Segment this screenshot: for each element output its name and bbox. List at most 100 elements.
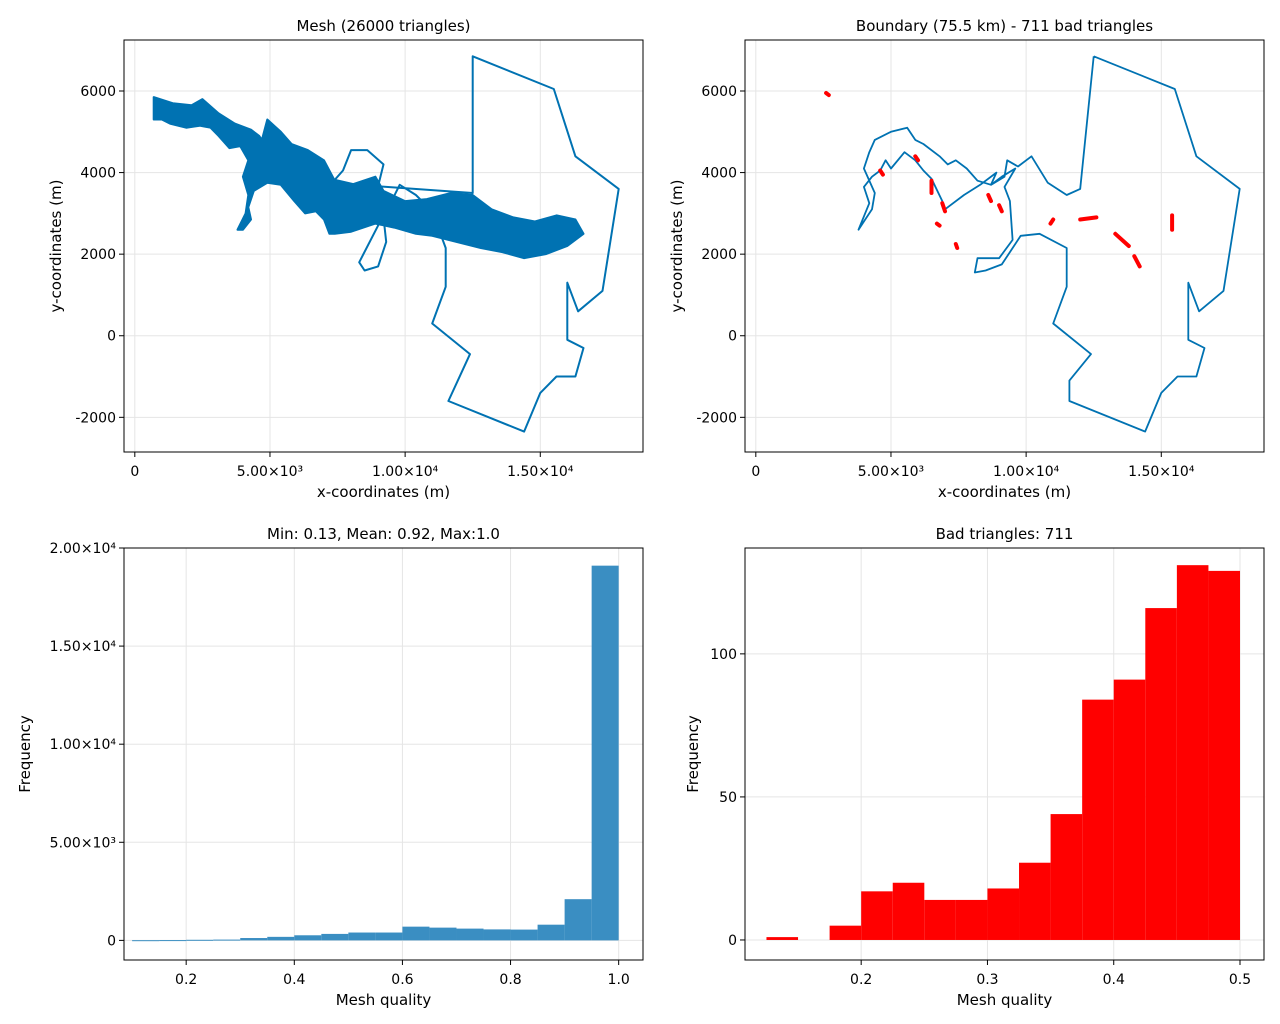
mesh-xtick-label-3: 1.50×10⁴ bbox=[507, 464, 574, 480]
quality-histogram: 0.2 0.4 0.6 0.8 1.0 0 5.00×10³ 1.00×10⁴ 1.50×10⁴… bbox=[16, 525, 644, 1009]
bad_hist-ytick-label-2: 100 bbox=[710, 647, 737, 663]
bad-triangle-cluster-1 bbox=[940, 201, 947, 214]
mesh-ytick-label-4: 6000 bbox=[80, 84, 116, 100]
quality_hist-bar-17 bbox=[591, 565, 619, 941]
bad_hist-xtick-label-0: 0.2 bbox=[850, 972, 872, 988]
quality_hist-ytick-label-4: 2.00×10⁴ bbox=[50, 541, 117, 557]
bad-triangle-cluster-10 bbox=[934, 221, 942, 228]
mesh-ylabel: y-coordinates (m) bbox=[47, 180, 65, 313]
bad_hist-bar-11 bbox=[1113, 679, 1146, 940]
quality_hist-bar-9 bbox=[375, 932, 403, 941]
quality_hist-bar-15 bbox=[537, 924, 565, 941]
bad_hist-xtick-label-1: 0.3 bbox=[976, 972, 998, 988]
bad_hist-xtick-label-2: 0.4 bbox=[1103, 972, 1125, 988]
bad-triangle-cluster-3 bbox=[986, 193, 993, 204]
boundary-xtick-label-0: 0 bbox=[751, 464, 760, 480]
quality_hist-xtick-label-2: 0.6 bbox=[391, 972, 413, 988]
boundary-ylabel: y-coordinates (m) bbox=[668, 180, 686, 313]
mesh-ytick-label-0: -2000 bbox=[75, 410, 116, 426]
boundary-line bbox=[857, 55, 1241, 433]
quality_hist-bar-6 bbox=[294, 935, 322, 941]
mesh-xtick-label-1: 5.00×10³ bbox=[237, 464, 303, 480]
boundary-xtick-label-3: 1.50×10⁴ bbox=[1128, 464, 1195, 480]
mesh-xtick-label-0: 0 bbox=[130, 464, 139, 480]
bad-triangle-cluster-6 bbox=[1078, 215, 1099, 222]
mesh-xtick-label-2: 1.00×10⁴ bbox=[372, 464, 439, 480]
bad-triangles-histogram: 0.2 0.3 0.4 0.5 0 50 100 Bad triangles: 711 Mesh… bbox=[684, 525, 1265, 1009]
mesh-ytick-label-2: 2000 bbox=[80, 247, 116, 263]
mesh-ytick-label-1: 0 bbox=[107, 329, 116, 345]
bad_hist-bar-7 bbox=[987, 888, 1020, 940]
bad_hist-bar-14 bbox=[1208, 570, 1241, 940]
boundary-xtick-label-2: 1.00×10⁴ bbox=[993, 464, 1060, 480]
mesh-dense-river bbox=[152, 96, 585, 260]
bad_hist-bar-3 bbox=[861, 891, 893, 940]
bad-triangle-cluster-5 bbox=[1048, 217, 1056, 226]
quality_hist-ylabel: Frequency bbox=[16, 715, 34, 793]
bad_hist-bar-8 bbox=[1019, 862, 1051, 940]
bad_hist-bar-4 bbox=[892, 882, 925, 940]
bad_hist-bar-2 bbox=[829, 925, 862, 940]
quality_hist-ytick-label-2: 1.00×10⁴ bbox=[50, 737, 117, 753]
quality_hist-bar-13 bbox=[483, 929, 511, 941]
boundary-frame bbox=[744, 39, 1265, 453]
quality_hist-bar-11 bbox=[429, 927, 457, 941]
bad-triangle-cluster-12 bbox=[824, 91, 831, 98]
bad_hist-ylabel: Frequency bbox=[684, 715, 702, 793]
quality_hist-bar-12 bbox=[456, 928, 484, 941]
mesh-plot: 0 5.00×10³ 1.00×10⁴ 1.50×10⁴ -2000 0 2000 4000 6… bbox=[47, 17, 644, 501]
quality_hist-bar-14 bbox=[510, 929, 538, 941]
boundary-ytick-label-4: 6000 bbox=[701, 84, 737, 100]
quality_hist-xtick-label-0: 0.2 bbox=[175, 972, 197, 988]
boundary-ytick-label-1: 0 bbox=[728, 329, 737, 345]
quality_hist-bar-2 bbox=[186, 939, 214, 941]
boundary-ytick-label-3: 4000 bbox=[701, 166, 737, 182]
mesh-xlabel: x-coordinates (m) bbox=[317, 483, 450, 501]
quality_hist-ytick-label-1: 5.00×10³ bbox=[50, 835, 116, 851]
quality_hist-bar-5 bbox=[267, 936, 295, 941]
quality_hist-title: Min: 0.13, Mean: 0.92, Max:1.0 bbox=[267, 525, 500, 543]
bad_hist-ytick-label-0: 0 bbox=[728, 933, 737, 949]
quality_hist-bar-7 bbox=[321, 933, 349, 941]
bad_hist-bar-6 bbox=[955, 899, 988, 940]
mesh-title: Mesh (26000 triangles) bbox=[296, 17, 470, 35]
bad_hist-bar-13 bbox=[1176, 565, 1209, 940]
bad_hist-bar-5 bbox=[924, 899, 956, 940]
quality_hist-bar-4 bbox=[240, 938, 268, 941]
quality_hist-bar-1 bbox=[159, 940, 187, 942]
bad-triangle-cluster-13 bbox=[913, 154, 920, 163]
quality_hist-ytick-label-3: 1.50×10⁴ bbox=[50, 639, 117, 655]
boundary-title: Boundary (75.5 km) - 711 bad triangles bbox=[856, 17, 1153, 35]
quality_hist-bar-10 bbox=[402, 926, 430, 941]
mesh-frame bbox=[123, 39, 644, 453]
bad-triangle-cluster-2 bbox=[953, 242, 960, 250]
bad_hist-xtick-label-3: 0.5 bbox=[1229, 972, 1251, 988]
bad_hist-frame bbox=[744, 547, 1265, 961]
bad_hist-ytick-label-1: 50 bbox=[719, 790, 737, 806]
mesh-ytick-label-3: 4000 bbox=[80, 166, 116, 182]
boundary-ytick-label-0: -2000 bbox=[696, 410, 737, 426]
quality_hist-ytick-label-0: 0 bbox=[107, 933, 116, 949]
quality_hist-bar-3 bbox=[213, 939, 241, 941]
quality_hist-bar-0 bbox=[132, 940, 160, 942]
bad_hist-bar-10 bbox=[1082, 699, 1114, 940]
bad-triangle-cluster-8 bbox=[1132, 254, 1142, 269]
bad-triangle-cluster-4 bbox=[997, 203, 1004, 214]
quality_hist-bar-8 bbox=[348, 932, 376, 941]
bad-triangle-cluster-11 bbox=[878, 168, 885, 177]
bad_hist-bar-9 bbox=[1050, 814, 1083, 940]
quality_hist-xtick-label-1: 0.4 bbox=[283, 972, 305, 988]
bad_hist-bar-0 bbox=[766, 937, 799, 940]
boundary-plot: 0 5.00×10³ 1.00×10⁴ 1.50×10⁴ -2000 0 2000 4000 6… bbox=[668, 17, 1265, 501]
bad-triangle-cluster-7 bbox=[1113, 231, 1131, 248]
boundary-xtick-label-1: 5.00×10³ bbox=[858, 464, 924, 480]
quality_hist-frame bbox=[123, 547, 644, 961]
boundary-ytick-label-2: 2000 bbox=[701, 247, 737, 263]
quality_hist-bar-16 bbox=[564, 899, 592, 941]
bad_hist-xlabel: Mesh quality bbox=[957, 991, 1053, 1009]
quality_hist-xlabel: Mesh quality bbox=[336, 991, 432, 1009]
bad_hist-bar-12 bbox=[1145, 608, 1177, 940]
boundary-xlabel: x-coordinates (m) bbox=[938, 483, 1071, 501]
quality_hist-xtick-label-4: 1.0 bbox=[608, 972, 630, 988]
